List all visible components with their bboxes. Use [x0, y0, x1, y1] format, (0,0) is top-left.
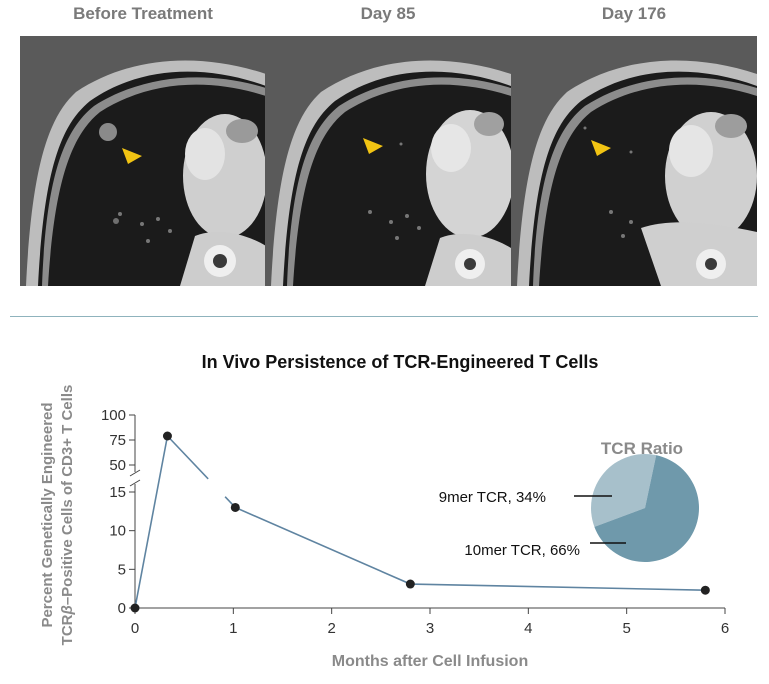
axis-break-mark — [129, 479, 141, 487]
axis-break-gap — [206, 477, 227, 499]
x-tick-label: 6 — [721, 620, 729, 637]
data-point — [130, 603, 140, 613]
panel-label-day-176: Day 176 — [601, 4, 667, 23]
x-axis-label: Months after Cell Infusion — [332, 653, 528, 670]
ct-scan-before-treatment — [20, 36, 266, 286]
data-point — [230, 502, 240, 512]
pie-slice-10mer — [594, 455, 699, 562]
section-divider — [10, 316, 758, 317]
y-tick-label: 15 — [109, 484, 126, 501]
y-axis-label-line1: Percent Genetically Engineered — [39, 402, 56, 627]
x-tick-label: 3 — [426, 620, 434, 637]
pie-slice-9mer — [591, 453, 657, 527]
ct-scan-day-85 — [265, 36, 511, 286]
panel-label-before-treatment: Before Treatment — [73, 4, 213, 23]
panel-label-day-85: Day 85 — [360, 4, 416, 23]
y-axis-label: Percent Genetically Engineered TCRβ–Posi… — [39, 385, 76, 646]
pie-title: TCR Ratio — [601, 439, 683, 458]
y-tick-label: 50 — [109, 457, 126, 474]
y-axis-label-line2: TCRβ–Positive Cells of CD3+ T Cells — [59, 385, 76, 646]
axis-break-mark — [129, 469, 141, 477]
x-tick-label: 4 — [524, 620, 532, 637]
y-tick-label: 100 — [101, 407, 126, 424]
data-point — [162, 431, 172, 441]
y-tick-label: 5 — [118, 561, 126, 578]
pie-label-10mer: 10mer TCR, 66% — [464, 542, 580, 559]
y-axis-label-line2-suffix: –Positive Cells of CD3+ T Cells — [59, 385, 76, 606]
y-axis-label-line2-prefix: TCR — [59, 614, 76, 645]
chart-title: In Vivo Persistence of TCR-Engineered T … — [201, 352, 599, 372]
x-tick-label: 1 — [229, 620, 237, 637]
x-tick-label: 0 — [131, 620, 139, 637]
y-tick-label: 10 — [109, 523, 126, 540]
y-axis-label-line2-beta: β — [59, 605, 76, 615]
ct-scan-day-176 — [511, 36, 757, 286]
x-tick-label: 2 — [327, 620, 335, 637]
y-tick-label: 75 — [109, 432, 126, 449]
x-tick-label: 5 — [622, 620, 630, 637]
pie-label-9mer: 9mer TCR, 34% — [439, 489, 546, 506]
data-point — [405, 579, 415, 589]
data-point — [700, 585, 710, 595]
y-tick-label: 0 — [118, 600, 126, 617]
